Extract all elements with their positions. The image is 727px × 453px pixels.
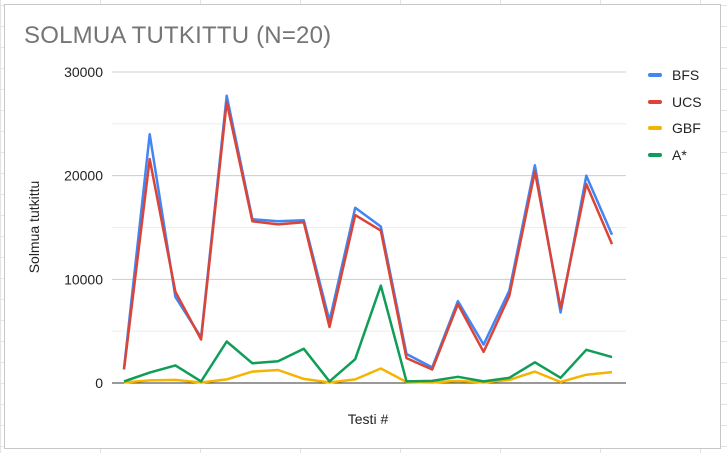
y-axis-label: Solmua tutkittu [26,181,42,274]
series-lines [122,94,614,384]
chart-container[interactable] [4,4,721,449]
legend-item: UCS [648,89,720,116]
gridlines [112,71,626,384]
legend-item: BFS [648,62,720,89]
axes: 0 10000 20000 30000 [64,64,103,391]
x-axis-label: Testi # [348,411,389,427]
legend-label: GBF [672,120,701,137]
y-tick-label: 30000 [64,64,103,80]
legend-label: A* [672,146,687,163]
series-line-gbf [123,367,613,384]
y-tick-label: 20000 [64,168,103,184]
legend-swatch [648,99,662,104]
series-line-bfs [122,94,614,369]
legend: BFS UCS GBF A* [648,62,720,168]
series-line-ucs [122,100,614,371]
legend-label: BFS [672,67,700,84]
chart-title: SOLMUA TUTKITTU (N=20) [24,22,332,49]
y-tick-label: 10000 [64,271,103,287]
legend-swatch [648,126,662,131]
y-tick-label: 0 [95,375,103,391]
legend-swatch [648,73,662,78]
legend-item: A* [648,142,720,169]
legend-label: UCS [672,93,702,110]
legend-item: GBF [648,115,720,142]
legend-swatch [648,152,662,157]
series-line-astar [123,284,613,383]
